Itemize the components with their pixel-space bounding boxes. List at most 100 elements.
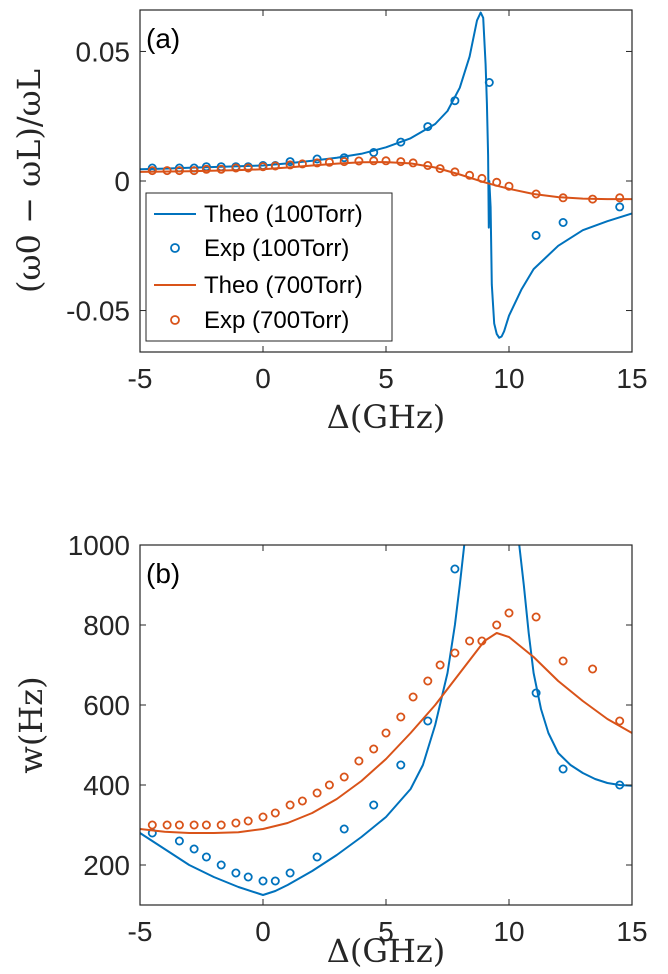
data-point-b-1 (396, 760, 406, 770)
panel-label-b: (b) (146, 558, 180, 589)
data-point-b-1 (615, 780, 625, 790)
data-point-a-1 (369, 147, 379, 157)
data-point-b-3 (216, 820, 226, 830)
x-tick-label-a: 0 (255, 363, 271, 394)
data-point-b-1 (531, 688, 541, 698)
x-tick-label-b: 10 (493, 916, 524, 947)
data-point-b-3 (162, 820, 172, 830)
series-line-a-0 (140, 11, 632, 339)
data-point-b-3 (147, 820, 157, 830)
y-axis-label-b: w(Hz) (12, 676, 50, 773)
x-tick-label-b: 15 (616, 916, 647, 947)
series-line-a-2 (140, 161, 632, 201)
y-tick-label-b: 400 (83, 770, 130, 801)
data-point-a-3 (216, 164, 226, 174)
data-point-b-3 (297, 796, 307, 806)
data-point-b-3 (231, 818, 241, 828)
data-point-b-3 (324, 780, 334, 790)
data-point-a-3 (297, 159, 307, 169)
data-point-b-3 (423, 676, 433, 686)
data-point-b-1 (339, 824, 349, 834)
data-point-a-1 (531, 230, 541, 240)
data-point-a-3 (492, 177, 502, 187)
data-point-a-3 (396, 157, 406, 167)
data-point-b-3 (492, 620, 502, 630)
y-tick-label-b: 200 (83, 850, 130, 881)
data-point-a-1 (450, 96, 460, 106)
data-point-b-3 (396, 712, 406, 722)
data-point-a-1 (484, 78, 494, 88)
data-point-b-3 (465, 636, 475, 646)
legend-label-exp-700: Exp (700Torr) (204, 307, 349, 334)
data-point-b-3 (339, 772, 349, 782)
data-point-b-3 (408, 692, 418, 702)
data-point-a-3 (324, 157, 334, 167)
data-point-b-1 (231, 868, 241, 878)
x-tick-label-a: 10 (493, 363, 524, 394)
legend-label-exp-100: Exp (100Torr) (204, 235, 349, 262)
data-point-a-3 (477, 173, 487, 183)
y-tick-label-b: 600 (83, 690, 130, 721)
y-tick-label-a: 0.05 (76, 36, 131, 67)
x-axis-label-b: Δ(GHz) (327, 932, 445, 970)
data-point-b-1 (369, 800, 379, 810)
data-point-b-3 (312, 788, 322, 798)
data-point-a-3 (558, 193, 568, 203)
x-axis-label-a: Δ(GHz) (327, 398, 445, 436)
data-point-a-3 (162, 166, 172, 176)
y-axis-label-a: (ω0 − ωL)/ωL (10, 69, 48, 293)
data-point-a-1 (615, 202, 625, 212)
data-point-a-3 (174, 166, 184, 176)
data-point-a-3 (312, 158, 322, 168)
x-tick-label-b: 0 (255, 916, 271, 947)
data-point-a-3 (285, 160, 295, 170)
data-point-b-3 (354, 756, 364, 766)
data-point-b-1 (558, 764, 568, 774)
data-point-b-1 (450, 564, 460, 574)
data-point-b-1 (216, 860, 226, 870)
x-tick-label-a: 15 (616, 363, 647, 394)
data-point-b-1 (174, 836, 184, 846)
legend: Theo (100Torr) Exp (100Torr) Theo (700To… (145, 192, 393, 342)
data-point-a-3 (354, 156, 364, 166)
data-point-a-3 (339, 157, 349, 167)
data-point-a-3 (201, 164, 211, 174)
data-point-b-3 (270, 808, 280, 818)
data-point-b-3 (615, 716, 625, 726)
x-tick-label-a: -5 (128, 363, 153, 394)
data-point-a-3 (435, 164, 445, 174)
data-point-a-3 (381, 156, 391, 166)
data-point-b-1 (243, 872, 253, 882)
data-point-b-3 (369, 744, 379, 754)
x-tick-label-a: 5 (378, 363, 394, 394)
x-tick-label-b: -5 (128, 916, 153, 947)
data-point-a-3 (504, 181, 514, 191)
plot-b-series (140, 545, 632, 896)
y-tick-label-b: 800 (83, 610, 130, 641)
data-point-a-3 (231, 163, 241, 173)
data-point-b-3 (285, 800, 295, 810)
data-point-b-3 (201, 820, 211, 830)
data-point-b-3 (450, 648, 460, 658)
data-point-b-1 (258, 876, 268, 886)
data-point-a-3 (147, 166, 157, 176)
ticks-b: -5 0 5 10 15 200 400 600 800 1000 (68, 530, 648, 947)
data-point-b-1 (201, 852, 211, 862)
data-point-a-3 (450, 167, 460, 177)
panel-b: -5 0 5 10 15 200 400 600 800 1000 (b) Δ(GHz) w(Hz… (12, 530, 648, 970)
x-tick-label-b: 5 (378, 916, 394, 947)
data-point-a-1 (423, 122, 433, 132)
data-point-b-3 (588, 664, 598, 674)
data-point-b-1 (312, 852, 322, 862)
data-point-a-1 (312, 154, 322, 164)
data-point-a-3 (258, 162, 268, 172)
data-point-b-1 (189, 844, 199, 854)
legend-marker-exp-100 (170, 243, 180, 253)
data-point-b-1 (423, 716, 433, 726)
data-point-a-1 (396, 137, 406, 147)
data-point-b-3 (381, 728, 391, 738)
data-point-b-1 (270, 876, 280, 886)
data-point-b-3 (243, 816, 253, 826)
data-point-b-3 (435, 660, 445, 670)
